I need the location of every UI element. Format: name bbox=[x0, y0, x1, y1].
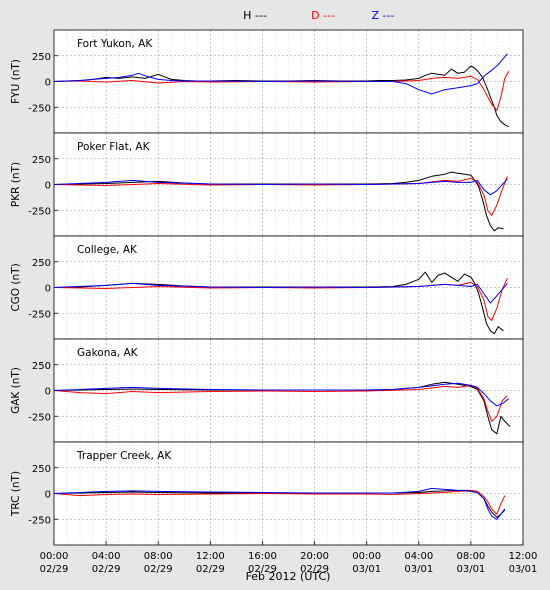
y-tick-label: 0 bbox=[45, 490, 51, 501]
x-tick-label-date: 03/01 bbox=[456, 564, 485, 575]
x-tick-label-date: 02/29 bbox=[300, 564, 329, 575]
panel-frame bbox=[53, 441, 524, 546]
series-Z bbox=[54, 282, 508, 304]
x-tick-label-time: 16:00 bbox=[248, 551, 277, 562]
series-group bbox=[54, 171, 508, 232]
x-tick-label-time: 00:00 bbox=[40, 551, 69, 562]
y-axis-label: GAK (nT) bbox=[10, 367, 22, 414]
series-group bbox=[54, 381, 511, 435]
x-tick-label-time: 04:00 bbox=[92, 551, 121, 562]
y-tick-label: 250 bbox=[32, 361, 51, 372]
y-tick-label: 250 bbox=[32, 155, 51, 166]
y-tick-label: 0 bbox=[45, 78, 51, 89]
x-tick-label-date: 03/01 bbox=[404, 564, 433, 575]
series-D bbox=[54, 70, 510, 111]
station-label: Gakona, AK bbox=[77, 347, 139, 359]
panel-1: 250 0 -250 Poker Flat, AK PKR (nT) bbox=[10, 132, 524, 237]
x-tick-label-date: 02/29 bbox=[248, 564, 277, 575]
panel-3: 250 0 -250 Gakona, AK GAK (nT) bbox=[10, 338, 524, 443]
series-Z bbox=[54, 382, 510, 407]
series-H bbox=[54, 65, 509, 128]
series-D bbox=[54, 384, 508, 422]
series-D bbox=[54, 176, 508, 216]
x-tick-label-time: 12:00 bbox=[509, 551, 538, 562]
legend-item-1: D --- bbox=[311, 9, 335, 22]
x-tick-label-date: 02/29 bbox=[40, 564, 69, 575]
station-label: College, AK bbox=[77, 244, 138, 256]
y-tick-label: 250 bbox=[32, 258, 51, 269]
legend: H --- D --- Z --- bbox=[243, 9, 394, 22]
y-tick-label: 0 bbox=[45, 181, 51, 192]
series-Z bbox=[54, 178, 508, 196]
y-tick-label: -250 bbox=[28, 412, 51, 423]
y-axis-label: CGO (nT) bbox=[10, 263, 22, 311]
x-tick-label-time: 08:00 bbox=[144, 551, 173, 562]
panels: 250 0 -250 Fort Yukon, AK FYU (nT) 250 0 -250 Po… bbox=[10, 29, 524, 546]
x-tick-label-date: 03/01 bbox=[352, 564, 381, 575]
y-tick-label: 0 bbox=[45, 387, 51, 398]
y-tick-label: -250 bbox=[28, 103, 51, 114]
station-label: Fort Yukon, AK bbox=[77, 38, 153, 50]
y-tick-label: 250 bbox=[32, 52, 51, 63]
series-D bbox=[54, 489, 506, 515]
x-axis-label: Feb 2012 (UTC) bbox=[246, 570, 331, 583]
y-axis-label: TRC (nT) bbox=[10, 471, 22, 517]
y-tick-label: 0 bbox=[45, 284, 51, 295]
y-axis-label: PKR (nT) bbox=[10, 162, 22, 207]
x-tick-label-time: 00:00 bbox=[352, 551, 381, 562]
legend-item-2: Z --- bbox=[372, 9, 395, 22]
x-tick-label-time: 20:00 bbox=[300, 551, 329, 562]
y-tick-label: 250 bbox=[32, 464, 51, 475]
panel-4: 250 0 -250 Trapper Creek, AK TRC (nT) bbox=[10, 441, 524, 546]
y-tick-label: -250 bbox=[28, 309, 51, 320]
series-group bbox=[54, 271, 508, 335]
x-axis: 00:00 02/29 04:00 02/29 08:00 02/29 12:00 02/29… bbox=[40, 541, 538, 575]
y-tick-label: -250 bbox=[28, 206, 51, 217]
x-tick-label-time: 08:00 bbox=[456, 551, 485, 562]
y-tick-label: -250 bbox=[28, 515, 51, 526]
series-Z bbox=[54, 53, 508, 95]
x-tick-label-time: 12:00 bbox=[196, 551, 225, 562]
station-label: Trapper Creek, AK bbox=[76, 450, 172, 462]
x-tick-label-date: 02/29 bbox=[196, 564, 225, 575]
series-H bbox=[54, 171, 504, 232]
series-group bbox=[54, 487, 506, 520]
panel-2: 250 0 -250 College, AK CGO (nT) bbox=[10, 235, 524, 340]
legend-item-0: H --- bbox=[243, 9, 267, 22]
x-tick-label-date: 02/29 bbox=[144, 564, 173, 575]
series-group bbox=[54, 53, 510, 128]
series-H bbox=[54, 381, 511, 435]
y-axis-label: FYU (nT) bbox=[10, 59, 22, 104]
station-label: Poker Flat, AK bbox=[77, 141, 151, 153]
x-tick-label-time: 04:00 bbox=[404, 551, 433, 562]
panel-0: 250 0 -250 Fort Yukon, AK FYU (nT) bbox=[10, 29, 524, 134]
series-Z bbox=[54, 487, 506, 520]
series-H bbox=[54, 489, 506, 518]
x-tick-label-date: 03/01 bbox=[509, 564, 538, 575]
x-tick-label-date: 02/29 bbox=[92, 564, 121, 575]
